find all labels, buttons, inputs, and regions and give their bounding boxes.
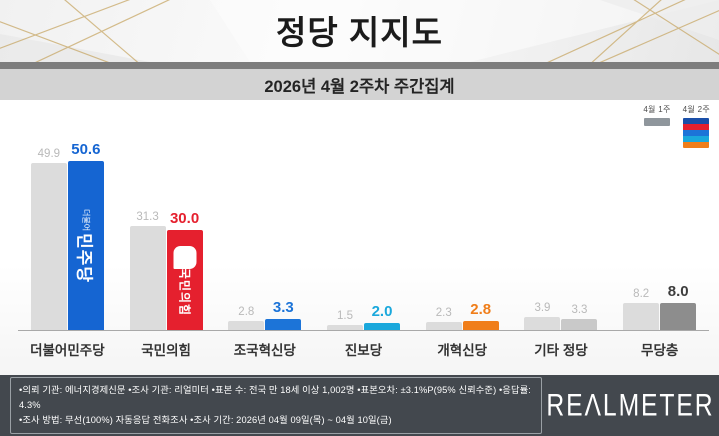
category-label: 더불어민주당 [30,343,105,358]
legend-curr-label: 4월 2주 [682,105,710,114]
prev-bar [327,325,364,330]
category-labels: 더불어민주당 국민의힘 조국혁신당 진보당 개혁신당 기타 정당 무당층 [18,339,709,359]
bar-group: 49.9 50.6 더불어 민주당 [18,141,117,330]
curr-bar-column: 3.3 [561,304,598,330]
legend-item-curr: 4월 2주 [683,104,710,148]
category-label: 무당층 [641,343,679,358]
prev-bar-column: 2.3 [425,307,462,330]
ppp-logo-text: 국민의힘 [177,267,192,317]
bar-group: 31.3 30.0 국민의힘 [117,210,216,330]
curr-value-label: 2.0 [371,303,393,321]
survey-line-2: •조사 방법: 무선(100%) 자동응답 전화조사 •조사 기간: 2026년… [19,415,392,426]
democratic-party-logo: 더불어 민주당 [73,208,98,282]
legend-stripe [683,142,710,148]
curr-value-label: 3.3 [272,299,294,316]
curr-bar-column: 2.0 [364,303,401,330]
bar-group: 3.9 3.3 [512,302,611,330]
ppp-logo-bubble-icon [173,245,197,269]
legend-curr-swatch [683,118,710,148]
legend-item-prev: 4월 1주 [643,104,670,148]
prev-bar [30,163,67,330]
prev-bar [524,317,561,330]
subtitle-band: 2026년 4월 2주차 주간집계 [0,69,719,100]
separator-bar [0,62,719,69]
legend-stripe [683,130,710,136]
category-label: 진보당 [344,343,383,358]
prev-bar-column: 31.3 [129,210,166,330]
category-label: 개혁신당 [437,343,488,358]
prev-value-label: 49.9 [37,148,61,161]
legend-prev-label: 4월 1주 [643,105,671,114]
curr-value-label: 50.6 [71,141,101,158]
survey-info-box: •의뢰 기관: 에너지경제신문 •조사 기관: 리얼미터 •표본 수: 전국 만… [10,376,543,435]
prev-bar-column: 49.9 [30,148,67,330]
realmeter-logo-wrap: REΛLMETER [542,386,719,423]
prev-value-label: 31.3 [136,210,159,223]
bar-pair: 8.2 8.0 [623,283,697,330]
legend: 4월 1주 4월 2주 [643,104,710,148]
prev-bar [623,302,660,330]
curr-bar: 국민의힘 [166,229,203,330]
curr-bar [660,303,697,330]
bar-group: 1.5 2.0 [314,303,413,330]
curr-value-label: 2.8 [470,300,492,318]
bar-pair: 2.8 3.3 [228,299,302,330]
prev-value-label: 2.3 [435,307,452,320]
curr-bar-column: 3.3 [265,299,302,330]
bar-group: 2.8 3.3 [215,299,314,330]
realmeter-logo: REΛLMETER [546,386,715,423]
category-label: 조국혁신당 [233,343,296,358]
curr-bar-column: 8.0 [660,283,697,330]
page-title: 정당 지지도 [276,14,443,52]
bar-pair: 1.5 2.0 [327,303,401,330]
bar-group: 8.2 8.0 [610,283,709,330]
prev-value-label: 8.2 [633,287,650,300]
curr-bar [561,319,598,330]
curr-bar-column: 50.6 더불어 민주당 [67,141,104,330]
curr-bar [265,319,302,330]
category-label: 기타 정당 [534,343,588,358]
dp-logo-big-text: 민주당 [74,232,94,283]
chart-area: 4월 1주 4월 2주 49.9 50.6 더불어 민주당 31.3 30.0 국민의힘 2.… [0,100,719,375]
bar-groups: 49.9 50.6 더불어 민주당 31.3 30.0 국민의힘 2.8 3.3 1.5 2.0 2.… [18,141,709,330]
curr-bar-column: 2.8 [462,300,499,330]
prev-bar-column: 2.8 [228,305,265,330]
bar-pair: 49.9 50.6 더불어 민주당 [30,141,104,330]
curr-value-label: 3.3 [571,304,588,316]
category-label: 국민의힘 [141,343,191,358]
prev-bar-column: 3.9 [524,302,561,330]
dp-logo-small-text: 더불어 [81,208,91,231]
bar-pair: 31.3 30.0 국민의힘 [129,209,203,330]
legend-stripe [683,118,710,124]
subtitle: 2026년 4월 2주차 주간집계 [264,77,455,96]
curr-value-label: 30.0 [169,209,200,227]
prev-value-label: 3.9 [534,302,551,314]
curr-bar-column: 30.0 국민의힘 [166,209,203,330]
curr-value-label: 8.0 [667,283,689,301]
legend-prev-swatch [643,118,670,126]
prev-bar [129,225,166,330]
prev-value-label: 2.8 [238,305,255,318]
curr-bar [462,320,499,330]
prev-value-label: 1.5 [337,310,354,322]
axis-line [18,330,709,331]
bar-pair: 3.9 3.3 [524,302,598,330]
legend-stripe [683,124,710,130]
curr-bar [364,323,401,330]
prev-bar [425,322,462,330]
legend-stripe [683,136,710,142]
footer: •의뢰 기관: 에너지경제신문 •조사 기관: 리얼미터 •표본 수: 전국 만… [0,375,719,436]
bar-group: 2.3 2.8 [413,301,512,330]
header: 정당 지지도 [0,0,719,62]
prev-bar-column: 1.5 [327,310,364,330]
curr-bar: 더불어 민주당 [67,161,104,330]
prev-bar [228,320,265,330]
bar-pair: 2.3 2.8 [425,300,499,330]
prev-bar-column: 8.2 [623,287,660,330]
header-decoration [0,0,719,62]
survey-line-1: •의뢰 기관: 에너지경제신문 •조사 기관: 리얼미터 •표본 수: 전국 만… [19,384,531,410]
